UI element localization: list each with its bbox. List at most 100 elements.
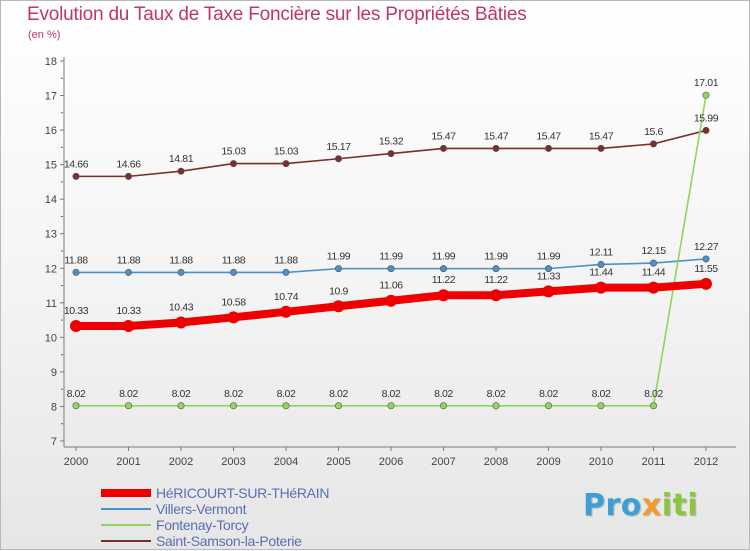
data-point xyxy=(385,294,397,307)
data-point xyxy=(334,402,342,410)
data-label: 15.03 xyxy=(221,146,246,158)
y-tick-label: 15 xyxy=(45,160,57,172)
data-point xyxy=(387,265,395,273)
chart-subtitle: (en %) xyxy=(28,29,61,41)
x-tick-label: 2002 xyxy=(169,456,193,468)
x-tick-label: 2003 xyxy=(221,456,245,468)
proxiti-logo: Proxiti xyxy=(583,488,699,523)
x-tick-label: 2012 xyxy=(694,456,718,468)
legend-swatch xyxy=(101,508,151,510)
data-label: 14.66 xyxy=(116,158,141,170)
legend-swatch xyxy=(101,489,151,497)
data-label: 11.99 xyxy=(484,251,508,263)
data-point xyxy=(177,167,185,175)
data-point xyxy=(544,144,552,152)
x-tick-label: 2004 xyxy=(274,456,298,468)
data-point xyxy=(282,402,290,410)
data-label: 15.17 xyxy=(326,141,351,153)
y-tick-label: 9 xyxy=(51,367,57,379)
data-label: 11.99 xyxy=(537,251,561,263)
data-point xyxy=(230,402,238,410)
y-tick-label: 13 xyxy=(45,229,57,241)
data-label: 8.02 xyxy=(329,388,348,400)
legend-label: Fontenay-Torcy xyxy=(156,517,249,533)
data-label: 11.99 xyxy=(379,251,403,263)
data-label: 14.66 xyxy=(64,158,89,170)
data-point xyxy=(230,268,238,276)
data-point xyxy=(387,402,395,410)
data-point xyxy=(702,91,710,99)
data-point xyxy=(439,402,447,410)
data-point xyxy=(490,289,502,302)
data-label: 8.02 xyxy=(172,388,191,400)
legend-label: Villers-Vermont xyxy=(156,501,247,517)
data-point xyxy=(544,265,552,273)
y-tick-label: 18 xyxy=(45,56,57,68)
x-tick-label: 2007 xyxy=(431,456,455,468)
data-point xyxy=(702,126,710,134)
x-tick-label: 2009 xyxy=(536,456,560,468)
data-label: 11.55 xyxy=(694,263,718,275)
data-point xyxy=(597,144,605,152)
data-point xyxy=(177,402,185,410)
data-label: 11.99 xyxy=(327,251,351,263)
data-point xyxy=(542,285,555,298)
data-point xyxy=(72,402,80,410)
data-label: 15.47 xyxy=(589,130,614,142)
data-label: 8.02 xyxy=(119,388,138,400)
data-label: 15.99 xyxy=(694,112,719,124)
data-point xyxy=(125,172,133,180)
data-label: 11.22 xyxy=(484,274,508,286)
data-label: 15.47 xyxy=(431,130,456,142)
data-label: 8.02 xyxy=(67,388,86,400)
data-label: 14.81 xyxy=(169,153,194,165)
data-label: 15.6 xyxy=(644,126,663,138)
data-label: 10.33 xyxy=(116,305,141,317)
data-label: 15.32 xyxy=(379,136,404,148)
data-label: 17.01 xyxy=(694,77,719,89)
data-point xyxy=(595,281,607,294)
data-label: 15.47 xyxy=(484,130,509,142)
data-label: 11.88 xyxy=(274,254,298,266)
data-label: 10.74 xyxy=(274,291,299,303)
x-tick-label: 2011 xyxy=(642,456,666,468)
data-label: 10.9 xyxy=(329,285,348,297)
x-tick-label: 2006 xyxy=(379,456,403,468)
data-label: 8.02 xyxy=(487,388,506,400)
data-label: 8.02 xyxy=(382,388,401,400)
y-tick-label: 10 xyxy=(45,332,57,344)
data-point xyxy=(439,265,447,273)
data-point xyxy=(492,402,500,410)
data-label: 11.06 xyxy=(379,280,403,292)
data-point xyxy=(70,319,82,332)
data-label: 12.27 xyxy=(694,241,719,253)
chart-title: Evolution du Taux de Taxe Foncière sur l… xyxy=(27,4,527,25)
data-label: 8.02 xyxy=(592,388,611,400)
data-label: 11.88 xyxy=(169,254,193,266)
data-label: 11.44 xyxy=(642,267,666,279)
legend-label: Saint-Samson-la-Poterie xyxy=(156,533,302,549)
data-point xyxy=(437,289,450,302)
data-point xyxy=(597,260,605,268)
x-tick-label: 2010 xyxy=(589,456,613,468)
data-point xyxy=(649,259,657,267)
data-label: 11.33 xyxy=(537,270,561,282)
y-tick-label: 14 xyxy=(45,194,57,206)
data-point xyxy=(597,402,605,410)
data-label: 12.15 xyxy=(641,245,666,257)
data-point xyxy=(439,144,447,152)
data-point xyxy=(649,140,657,148)
data-point xyxy=(700,277,712,290)
data-point xyxy=(177,268,185,276)
data-point xyxy=(72,268,80,276)
data-point xyxy=(332,300,345,313)
data-point xyxy=(125,268,133,276)
data-label: 15.47 xyxy=(536,130,561,142)
data-label: 10.43 xyxy=(169,302,194,314)
data-point xyxy=(647,281,660,294)
data-point xyxy=(544,402,552,410)
data-point xyxy=(492,144,500,152)
data-point xyxy=(387,150,395,158)
